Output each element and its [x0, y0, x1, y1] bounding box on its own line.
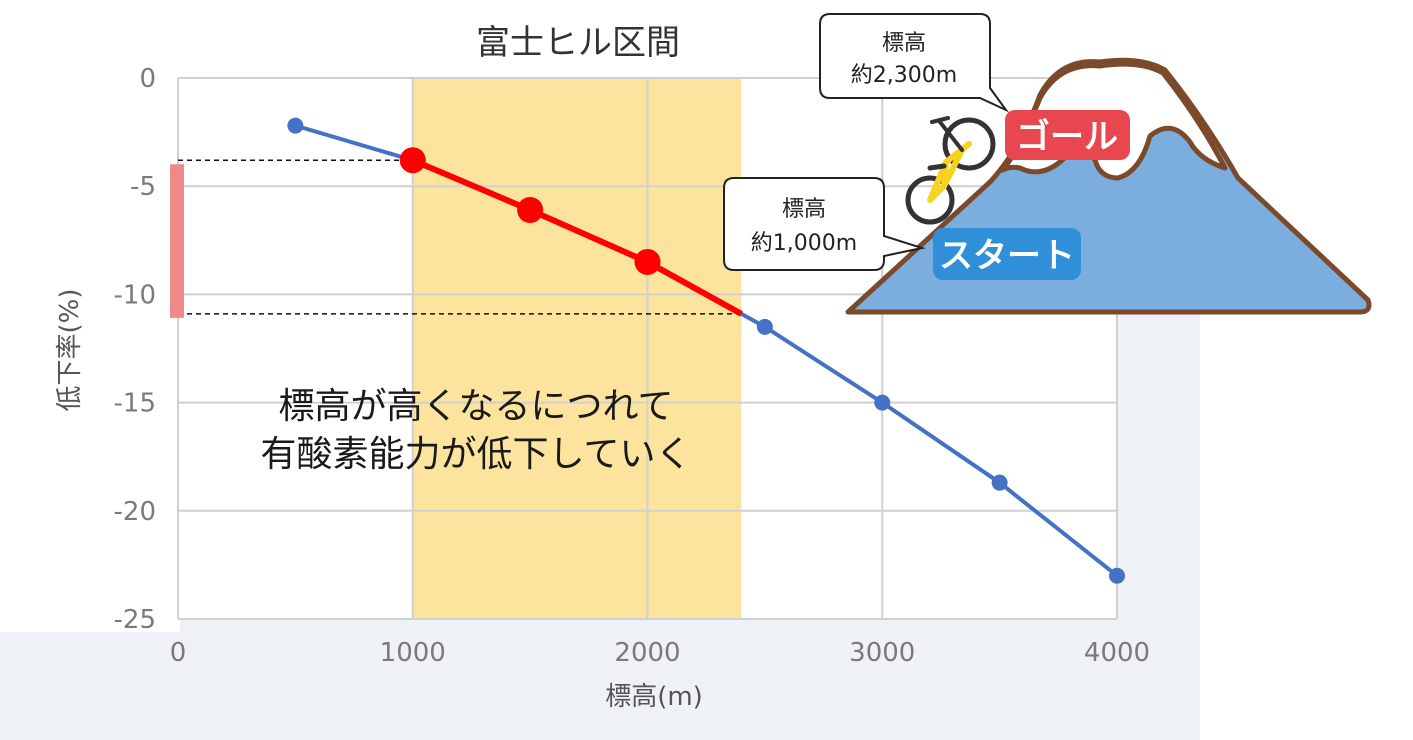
- y-tick-label: -20: [114, 497, 156, 527]
- goal-speech-bubble: 標高 約2,300m: [819, 13, 1010, 113]
- start-badge: スタート: [933, 228, 1081, 280]
- goal-bubble-line-1: 標高: [882, 31, 926, 56]
- start-speech-bubble: 標高 約1,000m: [723, 177, 926, 271]
- chart-title: 富士ヒル区間: [476, 23, 680, 63]
- goal-label: ゴール: [1016, 117, 1118, 157]
- x-axis-title: 標高(m): [605, 682, 703, 712]
- bicycle-icon: [905, 116, 996, 225]
- data-point: [287, 117, 304, 134]
- data-point: [991, 474, 1008, 491]
- start-badge-box: [933, 228, 1081, 280]
- x-tick-label: 0: [170, 638, 187, 668]
- x-tick-label: 1000: [380, 638, 446, 668]
- highlight-point: [517, 197, 544, 224]
- start-label: スタート: [939, 236, 1075, 276]
- annotation-line-2: 有酸素能力が低下していく: [261, 434, 692, 475]
- y-tick-label: -5: [130, 172, 156, 202]
- goal-bubble-line-2: 約2,300m: [851, 63, 957, 88]
- data-point: [874, 394, 891, 411]
- start-bubble-line-2: 約1,000m: [751, 231, 857, 256]
- data-point: [1109, 567, 1125, 584]
- goal-badge-box: [1005, 110, 1130, 160]
- start-bubble-line-1: 標高: [782, 197, 826, 222]
- y-axis-title: 低下率(%): [55, 289, 85, 412]
- y-tick-label: -10: [114, 280, 156, 310]
- y-tick-label: 0: [139, 64, 156, 94]
- data-point: [756, 318, 773, 335]
- y-tick-label: -15: [114, 389, 156, 419]
- x-tick-label: 3000: [849, 638, 915, 668]
- goal-badge: ゴール: [1005, 110, 1130, 160]
- y-tick-label: -25: [114, 605, 156, 635]
- highlight-point: [634, 248, 661, 275]
- x-tick-label: 4000: [1084, 638, 1150, 668]
- highlight-point: [399, 147, 426, 174]
- highlight-band: [412, 78, 742, 619]
- x-tick-label: 2000: [614, 638, 680, 668]
- annotation-line-1: 標高が高くなるにつれて: [279, 386, 674, 427]
- highlight-line: [411, 157, 743, 317]
- background-panel: [0, 632, 1200, 740]
- decline-range-bar: [170, 164, 184, 318]
